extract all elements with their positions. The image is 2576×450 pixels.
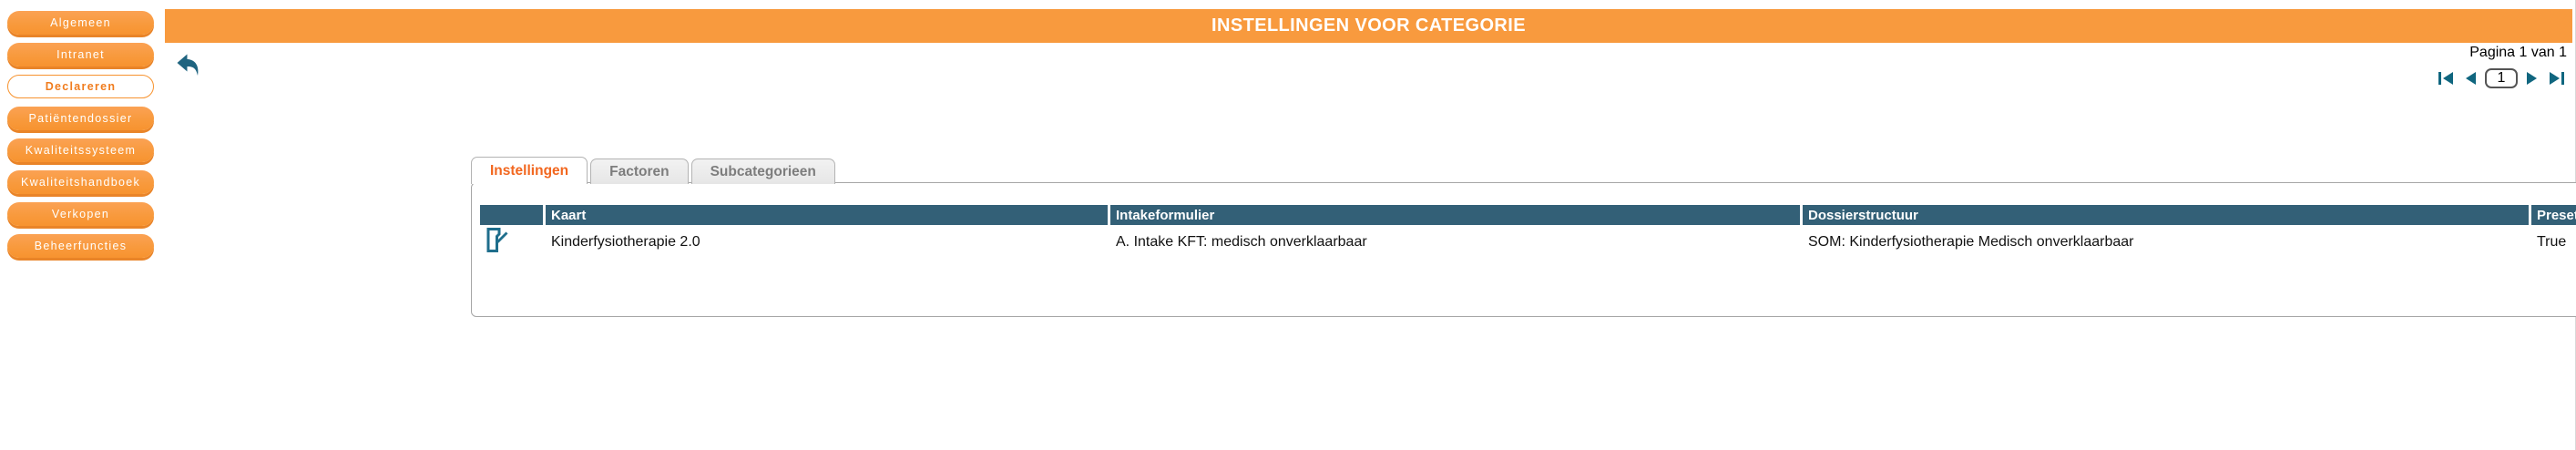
sidebar-item-label: Algemeen	[50, 16, 111, 29]
sidebar-item-label: Patiëntendossier	[28, 112, 133, 125]
column-header-intakeformulier[interactable]: Intakeformulier	[1110, 205, 1803, 225]
sidebar-item-kwaliteitshandboek[interactable]: Kwaliteitshandboek	[7, 170, 154, 194]
table-header-row: Kaart Intakeformulier Dossierstructuur Pres…	[480, 205, 2576, 225]
sidebar-item-intranet[interactable]: Intranet	[7, 43, 154, 66]
sidebar-item-patientendossier[interactable]: Patiëntendossier	[7, 107, 154, 130]
main-content: INSTELLINGEN VOOR CATEGORIE Pagina 1 van…	[161, 0, 2576, 450]
next-page-icon[interactable]	[2522, 67, 2542, 89]
content-panel: Kaart Intakeformulier Dossierstructuur Pres…	[471, 182, 2576, 317]
column-header-edit[interactable]	[480, 205, 546, 225]
cell-intakeformulier: A. Intake KFT: medisch onverklaarbaar	[1110, 225, 1803, 260]
toolbar: Pagina 1 van 1	[165, 43, 2572, 116]
sidebar: Algemeen Intranet Declareren Patiëntendossi…	[0, 0, 161, 450]
column-header-kaart[interactable]: Kaart	[546, 205, 1110, 225]
sidebar-item-label: Intranet	[56, 48, 105, 61]
edit-cell[interactable]	[480, 225, 546, 260]
table-body: Kinderfysiotherapie 2.0 A. Intake KFT: me…	[480, 225, 2576, 260]
sidebar-item-label: Verkopen	[51, 208, 110, 220]
tab-bar: Instellingen Factoren Subcategorieen	[471, 157, 838, 184]
cell-kaart: Kinderfysiotherapie 2.0	[546, 225, 1110, 260]
settings-table: Kaart Intakeformulier Dossierstructuur Pres…	[480, 205, 2576, 260]
edit-document-icon[interactable]	[486, 227, 509, 258]
page-title-bar: INSTELLINGEN VOOR CATEGORIE	[165, 9, 2572, 43]
sidebar-item-label: Kwaliteitssysteem	[25, 144, 137, 157]
cell-value: SOM: Kinderfysiotherapie Medisch onverkl…	[1808, 234, 2134, 250]
pagination-label: Pagina 1 van 1	[2469, 45, 2567, 60]
last-page-icon[interactable]	[2547, 67, 2567, 89]
page-title: INSTELLINGEN VOOR CATEGORIE	[1211, 15, 1526, 36]
sidebar-item-kwaliteitssysteem[interactable]: Kwaliteitssysteem	[7, 138, 154, 162]
pagination: Pagina 1 van 1	[2436, 43, 2567, 89]
table-head: Kaart Intakeformulier Dossierstructuur Pres…	[480, 205, 2576, 225]
column-header-label: Intakeformulier	[1116, 207, 1215, 223]
column-header-dossierstructuur[interactable]: Dossierstructuur	[1803, 205, 2531, 225]
cell-value: True	[2537, 234, 2567, 250]
settings-grid: Kaart Intakeformulier Dossierstructuur Pres…	[480, 205, 2576, 260]
column-header-label: Kaart	[551, 207, 587, 223]
tab-label: Subcategorieen	[710, 163, 816, 179]
pagination-controls	[2436, 67, 2567, 89]
cell-preset_via_pt: True	[2531, 225, 2576, 260]
tab-instellingen[interactable]: Instellingen	[471, 157, 588, 184]
sidebar-item-label: Declareren	[45, 80, 117, 93]
tab-label: Factoren	[609, 163, 670, 179]
sidebar-item-beheerfuncties[interactable]: Beheerfuncties	[7, 234, 154, 258]
sidebar-item-declareren[interactable]: Declareren	[7, 75, 154, 98]
sidebar-item-verkopen[interactable]: Verkopen	[7, 202, 154, 226]
previous-page-icon[interactable]	[2460, 67, 2480, 89]
cell-value: Kinderfysiotherapie 2.0	[551, 234, 700, 250]
tab-factoren[interactable]: Factoren	[590, 159, 689, 184]
table-row[interactable]: Kinderfysiotherapie 2.0 A. Intake KFT: me…	[480, 225, 2576, 260]
back-arrow-icon[interactable]	[174, 48, 209, 83]
column-header-preset_via_pt[interactable]: Preset via PT	[2531, 205, 2576, 225]
sidebar-item-label: Beheerfuncties	[34, 240, 128, 252]
first-page-icon[interactable]	[2436, 67, 2456, 89]
page-number-input[interactable]	[2485, 68, 2518, 88]
sidebar-item-label: Kwaliteitshandboek	[20, 176, 141, 189]
column-header-label: Dossierstructuur	[1808, 207, 1918, 223]
cell-value: A. Intake KFT: medisch onverklaarbaar	[1116, 234, 1367, 250]
tab-subcategorieen[interactable]: Subcategorieen	[690, 159, 835, 184]
column-header-label: Preset via PT	[2537, 207, 2576, 223]
cell-dossierstructuur: SOM: Kinderfysiotherapie Medisch onverkl…	[1803, 225, 2531, 260]
sidebar-item-algemeen[interactable]: Algemeen	[7, 11, 154, 35]
tab-label: Instellingen	[490, 162, 569, 179]
